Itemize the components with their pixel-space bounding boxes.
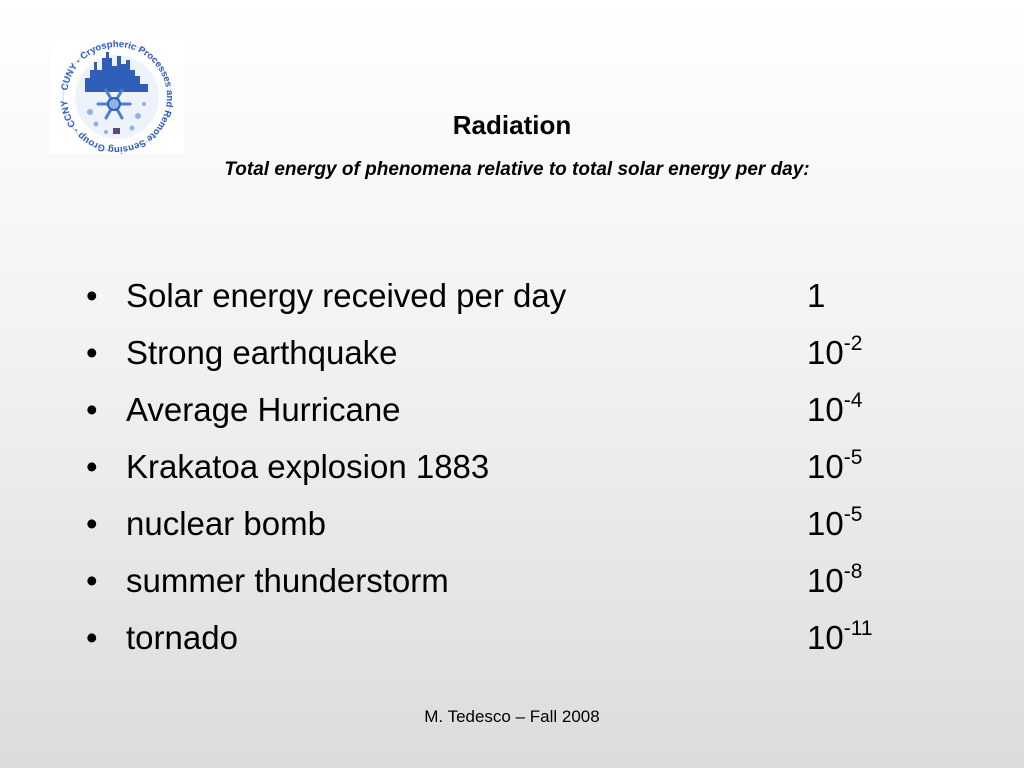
item-value: 10-11: [807, 617, 873, 656]
item-value: 10-5: [807, 446, 863, 485]
bullet-glyph: •: [86, 334, 98, 371]
bullet-glyph: •: [86, 619, 98, 656]
slide-footer: M. Tedesco – Fall 2008: [424, 707, 600, 726]
item-value: 10-8: [807, 560, 863, 599]
snowflake-city-logo-icon: CUNY - Cryospheric Processes and Remote …: [48, 32, 184, 155]
list-item: • Strong earthquake 10-2: [86, 331, 906, 388]
bullet-glyph: •: [86, 562, 98, 599]
item-label: Krakatoa explosion 1883: [126, 448, 490, 485]
list-item: • Average Hurricane 10-4: [86, 388, 906, 445]
item-label: nuclear bomb: [126, 505, 326, 542]
slide-subtitle: Total energy of phenomena relative to to…: [224, 159, 810, 180]
item-label: Strong earthquake: [126, 334, 398, 371]
item-label: summer thunderstorm: [126, 562, 449, 599]
list-item: • Krakatoa explosion 1883 10-5: [86, 445, 906, 502]
item-value: 1: [807, 277, 826, 314]
list-item: • Solar energy received per day 1: [86, 274, 906, 331]
group-logo: CUNY - Cryospheric Processes and Remote …: [48, 32, 184, 155]
list-item: • summer thunderstorm 10-8: [86, 559, 906, 616]
item-label: tornado: [126, 619, 238, 656]
bullet-glyph: •: [86, 448, 98, 485]
bullet-glyph: •: [86, 391, 98, 428]
list-item: • nuclear bomb 10-5: [86, 502, 906, 559]
item-value: 10-4: [807, 389, 863, 428]
item-label: Solar energy received per day: [126, 277, 567, 314]
energy-list: • Solar energy received per day 1 • Stro…: [86, 274, 906, 673]
item-value: 10-5: [807, 503, 863, 542]
list-item: • tornado 10-11: [86, 616, 906, 673]
bullet-glyph: •: [86, 277, 98, 314]
bullet-glyph: •: [86, 505, 98, 542]
item-value: 10-2: [807, 332, 863, 371]
item-label: Average Hurricane: [126, 391, 401, 428]
slide-title: Radiation: [452, 110, 572, 140]
